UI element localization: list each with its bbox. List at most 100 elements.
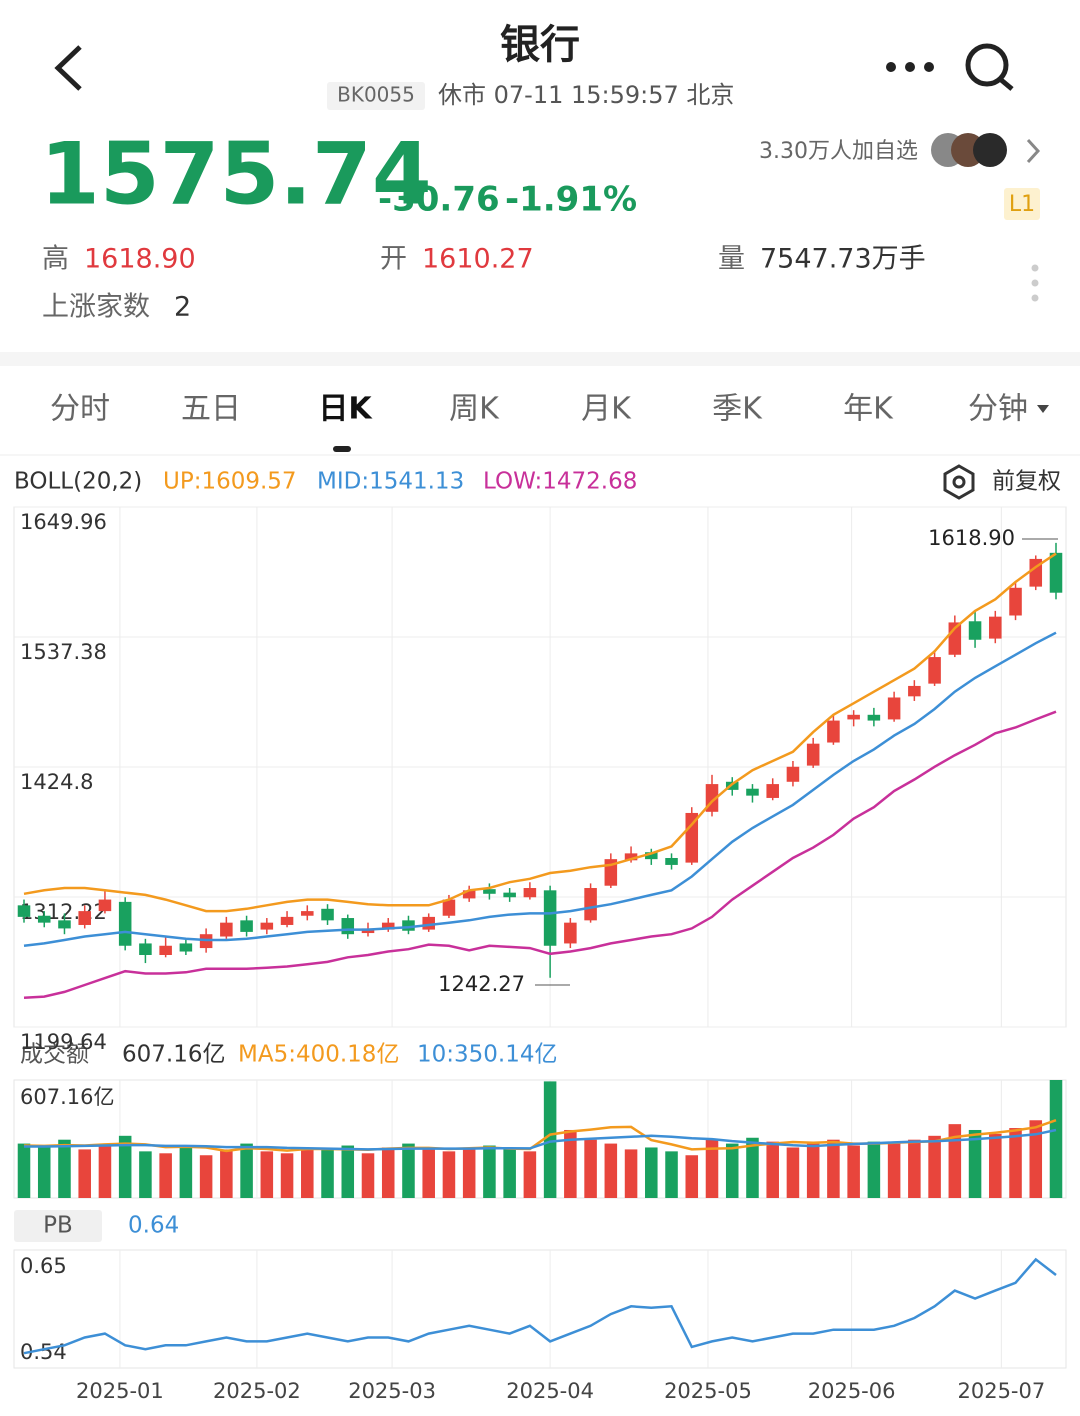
volume-bar	[220, 1149, 233, 1198]
dropdown-arrow[interactable]	[1037, 405, 1049, 413]
volume-title: 成交额	[20, 1042, 89, 1068]
x-tick-label: 2025-03	[348, 1379, 436, 1403]
legend-entry: UP:1609.57	[163, 469, 297, 495]
volume-bar	[827, 1139, 840, 1198]
legend-entry: LOW:1472.68	[483, 469, 637, 495]
volume-bar	[139, 1151, 152, 1198]
tab[interactable]: 分钟	[968, 392, 1028, 427]
candle-body	[806, 743, 820, 766]
tab[interactable]: 分时	[50, 392, 110, 427]
candle-body	[1049, 552, 1063, 593]
candle-body	[462, 890, 476, 899]
indicator: BOLL(20,2)	[14, 469, 142, 495]
panel-frame	[13, 1079, 1067, 1199]
candle-body	[503, 892, 516, 898]
candle-body	[260, 922, 274, 930]
badge-box	[1004, 188, 1040, 220]
candle-body	[58, 920, 71, 929]
candle-body	[159, 945, 172, 955]
adjust[interactable]: 前复权	[992, 469, 1061, 495]
search-button[interactable]	[965, 43, 1014, 91]
volume-bar	[523, 1151, 537, 1198]
settings-icon[interactable]	[943, 464, 975, 500]
expand-dots[interactable]	[1031, 264, 1039, 302]
followers[interactable]: 3.30万人加自选	[759, 139, 918, 164]
volume-bar	[402, 1143, 415, 1198]
volume-bar	[867, 1141, 881, 1198]
change: -30.76	[378, 180, 500, 220]
candle-body	[645, 852, 658, 860]
stat-value: 1618.90	[84, 244, 196, 275]
tab[interactable]: 周K	[449, 392, 500, 427]
volume-bar	[705, 1139, 719, 1198]
volume-bar	[422, 1149, 435, 1198]
pb-box	[14, 1210, 102, 1242]
back-button[interactable]	[54, 45, 82, 91]
candle-body	[908, 685, 921, 697]
volume-bar	[341, 1145, 355, 1198]
volume-bar	[584, 1139, 597, 1198]
volume-bar	[483, 1145, 496, 1198]
volume-bar	[948, 1124, 962, 1198]
boll-line	[23, 631, 1057, 948]
tab[interactable]: 季K	[712, 392, 763, 427]
x-tick-label: 2025-04	[506, 1379, 594, 1403]
candle-body	[665, 857, 678, 865]
volume-bar	[321, 1149, 334, 1198]
volume-bar	[159, 1153, 172, 1198]
tab[interactable]: 五日	[181, 392, 241, 427]
volume-bar	[1009, 1128, 1022, 1198]
tab[interactable]: 年K	[843, 392, 894, 427]
price: 1575.74	[40, 124, 432, 224]
volume-bar	[260, 1151, 274, 1198]
volume-bar	[442, 1151, 456, 1198]
volume-bar	[847, 1145, 860, 1198]
volume-bar	[58, 1139, 71, 1198]
stat-label: 量	[718, 244, 745, 275]
tab[interactable]: 日K	[318, 392, 373, 427]
y-tick-label: 1537.38	[20, 640, 107, 664]
stat-label: 开	[380, 244, 407, 275]
candle-body	[766, 784, 779, 798]
candle-body	[179, 943, 193, 952]
volume-bar	[928, 1135, 941, 1198]
candle-body	[220, 922, 233, 937]
volume-bar	[301, 1147, 314, 1198]
code: BK0055	[337, 83, 415, 107]
title: 银行	[500, 22, 580, 68]
candle-body	[1009, 587, 1022, 616]
candle-body	[887, 697, 901, 720]
volume-bar	[766, 1141, 779, 1198]
chevron[interactable]	[1026, 138, 1041, 164]
more-button[interactable]	[886, 62, 934, 72]
avatars	[931, 133, 1007, 167]
volume-bar	[1049, 1080, 1063, 1198]
percent: -1.91%	[505, 180, 637, 220]
candle-body	[584, 888, 597, 921]
volume-bar	[503, 1149, 516, 1198]
y-tick-label: 1312.22	[20, 900, 107, 924]
candle-body	[422, 916, 435, 930]
volume-bar	[462, 1147, 476, 1198]
volume-bar	[17, 1143, 31, 1198]
volume-bar	[624, 1149, 638, 1198]
volume-bar	[564, 1129, 577, 1198]
candle-body	[301, 911, 314, 916]
volume-bar	[98, 1145, 112, 1198]
candle-body	[746, 788, 759, 796]
tab[interactable]: 月K	[581, 392, 632, 427]
candle-body	[240, 920, 253, 932]
x-tick-label: 2025-02	[213, 1379, 301, 1403]
y-tick-label: 1199.64	[20, 1030, 107, 1054]
stat-value: 1610.27	[422, 244, 534, 275]
volume-bar	[78, 1149, 91, 1198]
candle-body	[381, 922, 395, 930]
volume-bar	[543, 1081, 557, 1198]
candle-body	[37, 915, 51, 923]
candle-body	[321, 908, 334, 921]
volume-bar	[604, 1143, 618, 1198]
candle-body	[564, 922, 577, 944]
x-tick-label: 2025-07	[957, 1379, 1045, 1403]
y-tick-label: 0.65	[20, 1254, 67, 1278]
candle-body	[827, 720, 840, 743]
